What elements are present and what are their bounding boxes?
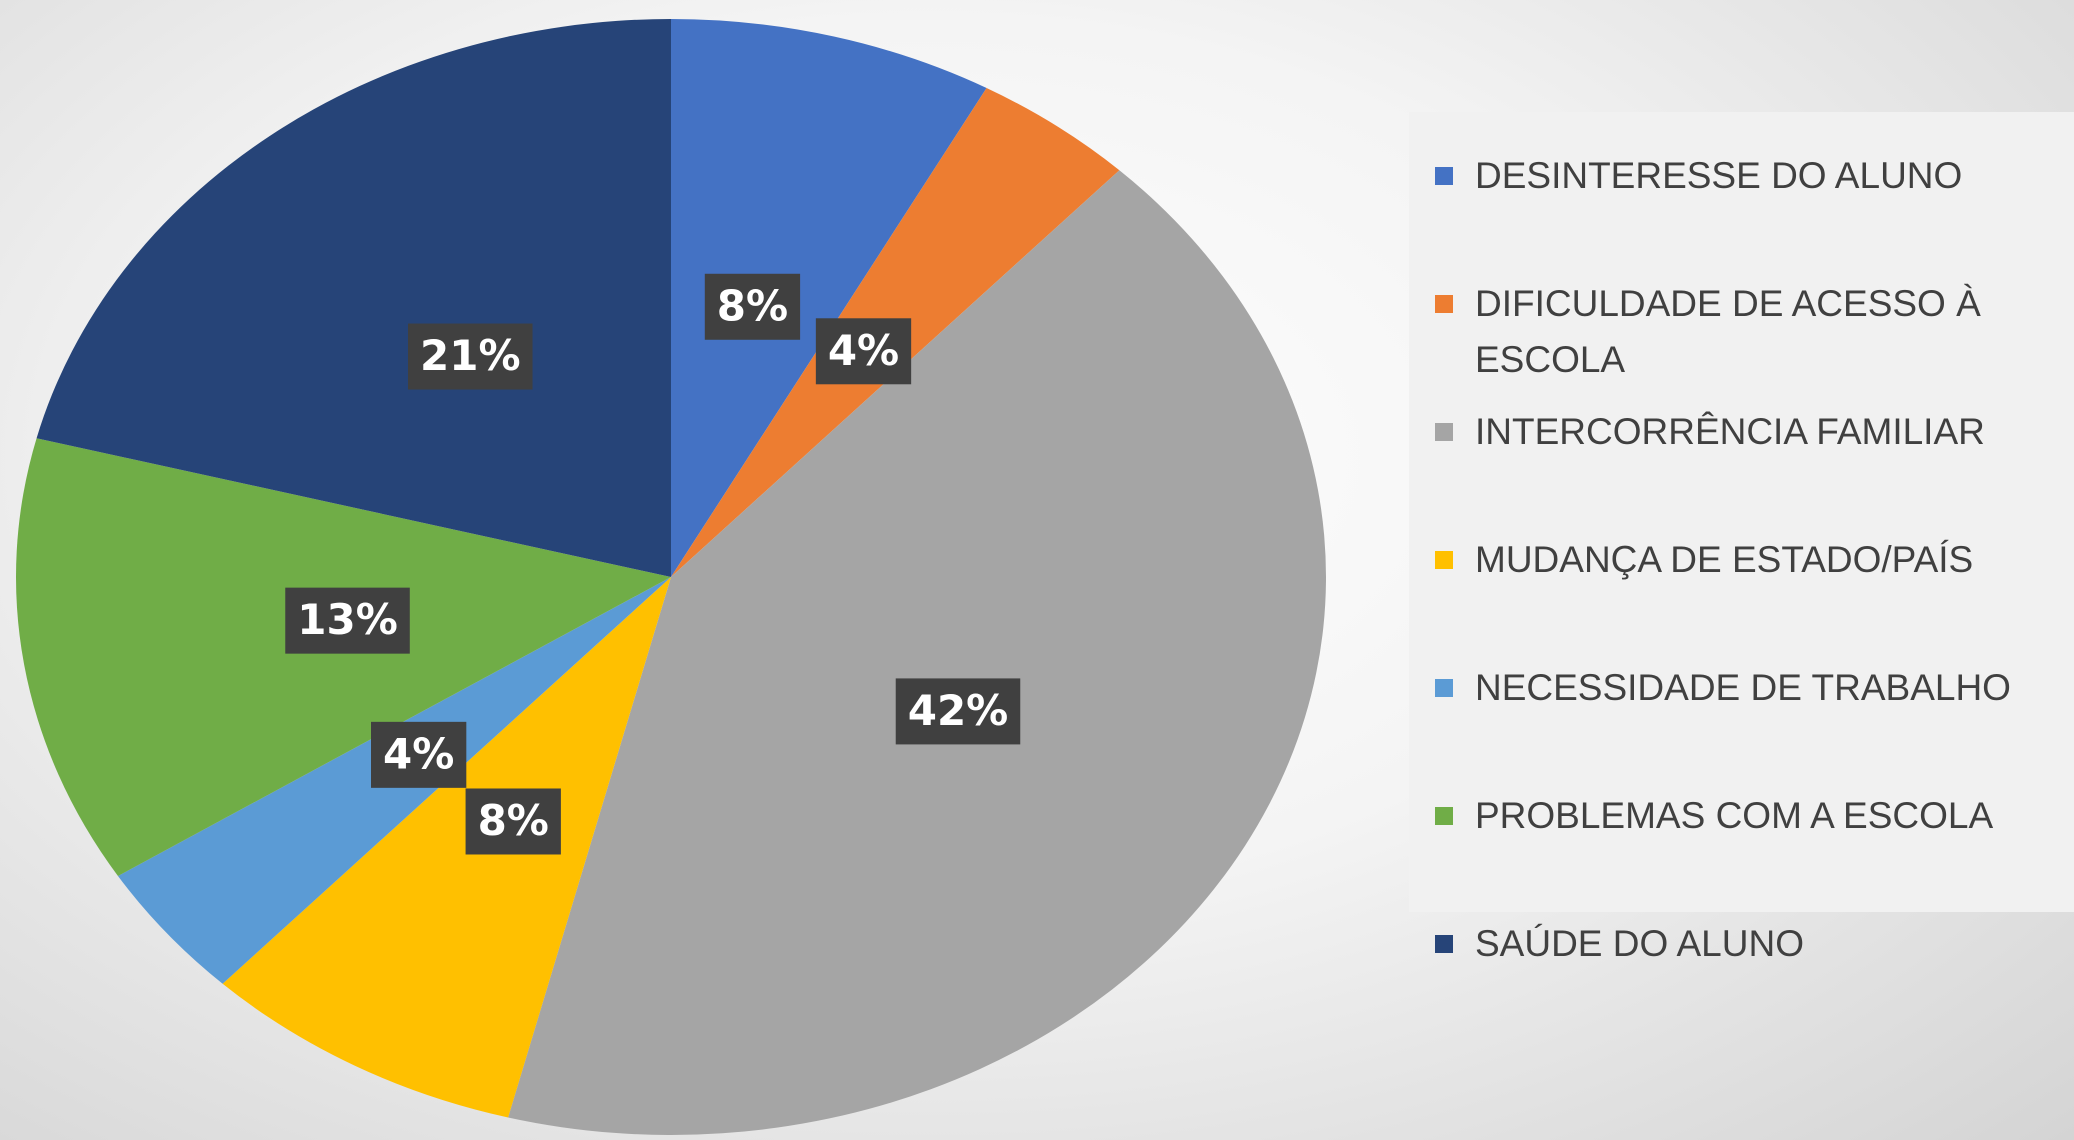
legend-swatch <box>1435 167 1453 185</box>
data-label: 42% <box>895 678 1021 745</box>
legend-swatch <box>1435 423 1453 441</box>
legend-swatch <box>1435 295 1453 313</box>
legend-item: DESINTERESSE DO ALUNO <box>1435 148 2055 276</box>
data-label-text: 13% <box>297 595 398 644</box>
legend-label: DESINTERESSE DO ALUNO <box>1475 155 1963 196</box>
pie-slice <box>36 19 672 577</box>
chart: 8% 4% 42% 8% 4% 13% 21% <box>15 19 1326 1136</box>
pie-slice <box>671 19 987 577</box>
data-label: 8% <box>704 273 801 340</box>
data-label-text: 42% <box>908 686 1009 735</box>
legend-label: PROBLEMAS COM A ESCOLA <box>1475 795 1994 836</box>
legend-label: INTERCORRÊNCIA FAMILIAR <box>1475 411 1985 452</box>
data-label-text: 8% <box>717 281 788 330</box>
legend-item: NECESSIDADE DE TRABALHO <box>1435 660 2055 788</box>
legend-swatch <box>1435 551 1453 569</box>
data-label-box <box>704 273 801 340</box>
pie-slice <box>222 577 671 1118</box>
data-label-text: 21% <box>420 331 521 380</box>
legend-item: MUDANÇA DE ESTADO/PAÍS <box>1435 532 2055 660</box>
data-label: 8% <box>465 788 561 855</box>
legend-label: NECESSIDADE DE TRABALHO <box>1475 667 2011 708</box>
legend-swatch <box>1435 935 1453 953</box>
data-label: 4% <box>371 721 467 788</box>
legend-label: DIFICULDADE DE ACESSO À ESCOLA <box>1475 283 1981 380</box>
legend-item: SAÚDE DO ALUNO <box>1435 916 2055 1044</box>
data-label-box <box>285 587 410 654</box>
data-label-box <box>465 788 561 855</box>
legend: DESINTERESSE DO ALUNO DIFICULDADE DE ACES… <box>1409 112 2074 964</box>
legend-label: MUDANÇA DE ESTADO/PAÍS <box>1475 539 1974 580</box>
data-label-box <box>815 318 912 385</box>
legend-item: PROBLEMAS COM A ESCOLA <box>1435 788 2055 916</box>
data-label-box <box>371 721 467 788</box>
pie-slice <box>508 170 1326 1136</box>
legend-swatch <box>1435 679 1453 697</box>
data-label-box <box>408 323 533 390</box>
data-label-text: 4% <box>828 326 899 375</box>
pie-slice <box>15 438 671 876</box>
legend-item: DIFICULDADE DE ACESSO À ESCOLA <box>1435 276 2055 404</box>
data-label-text: 8% <box>478 796 549 845</box>
data-label: 21% <box>408 323 533 390</box>
data-label: 4% <box>815 318 912 385</box>
data-label-text: 4% <box>383 729 454 778</box>
legend-item: INTERCORRÊNCIA FAMILIAR <box>1435 404 2055 532</box>
data-label: 13% <box>285 587 410 654</box>
legend-swatch <box>1435 807 1453 825</box>
data-label-box <box>895 678 1021 745</box>
legend-label: SAÚDE DO ALUNO <box>1475 923 1804 964</box>
